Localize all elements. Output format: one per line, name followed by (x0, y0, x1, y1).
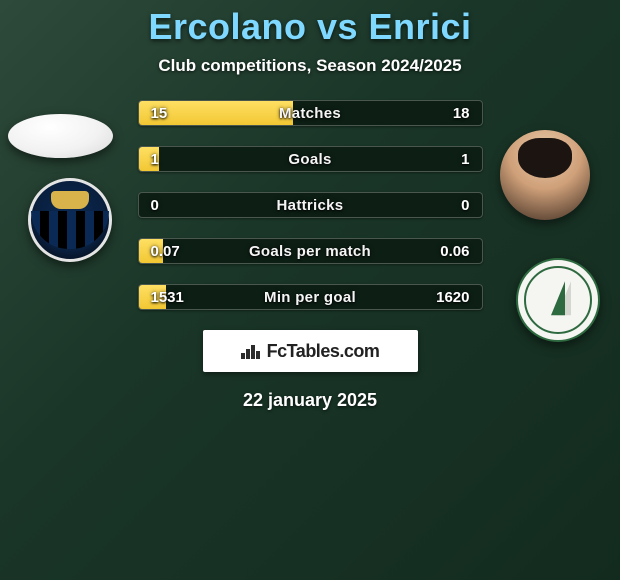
brand-text: FcTables.com (267, 341, 380, 362)
stats-list: 15Matches18 1Goals1 0Hattricks0 0.07Goals p… (0, 100, 620, 310)
stat-value-right: 0.06 (440, 239, 469, 263)
stat-row: 0Hattricks0 (138, 192, 483, 218)
page-subtitle: Club competitions, Season 2024/2025 (0, 56, 620, 76)
stat-label: Hattricks (139, 193, 482, 217)
stat-row: 15Matches18 (138, 100, 483, 126)
stat-value-right: 1 (461, 147, 469, 171)
stat-label: Min per goal (139, 285, 482, 309)
stat-value-right: 0 (461, 193, 469, 217)
snapshot-date: 22 january 2025 (0, 390, 620, 411)
stat-label: Goals per match (139, 239, 482, 263)
stat-row: 0.07Goals per match0.06 (138, 238, 483, 264)
comparison-card: Ercolano vs Enrici Club competitions, Se… (0, 0, 620, 580)
stat-value-right: 18 (453, 101, 470, 125)
stat-row: 1531Min per goal1620 (138, 284, 483, 310)
stat-value-right: 1620 (436, 285, 469, 309)
stat-label: Goals (139, 147, 482, 171)
page-title: Ercolano vs Enrici (0, 6, 620, 48)
bar-chart-icon (241, 343, 261, 359)
stat-label: Matches (139, 101, 482, 125)
brand-badge: FcTables.com (203, 330, 418, 372)
stat-row: 1Goals1 (138, 146, 483, 172)
